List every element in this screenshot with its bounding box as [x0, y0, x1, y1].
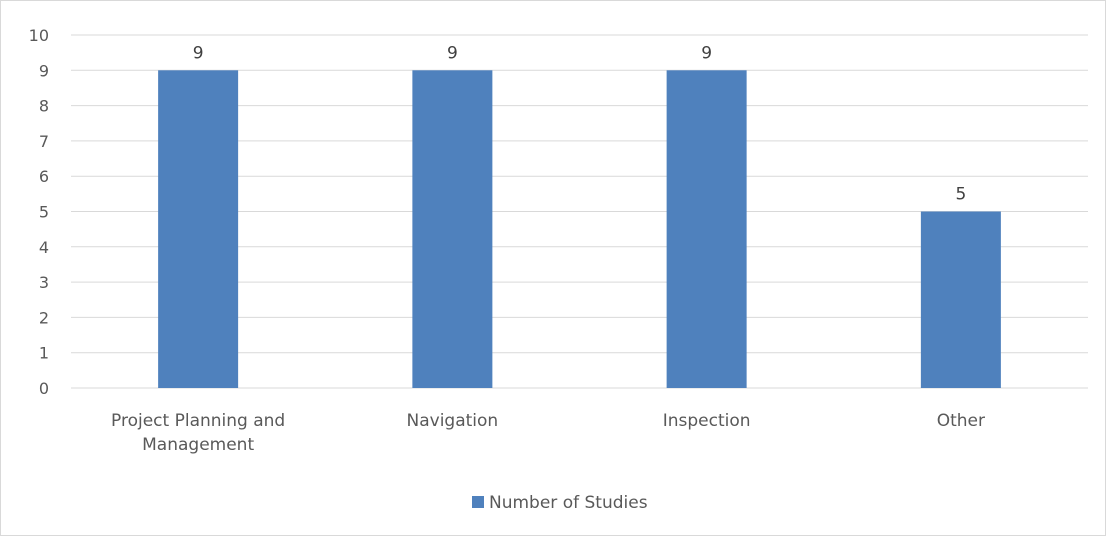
- y-axis-ticks: 0 1 2 3 4 5 6 7 8 9 10: [29, 26, 49, 398]
- bar: [920, 211, 1001, 388]
- y-tick-label: 8: [39, 97, 49, 116]
- y-tick-label: 2: [39, 308, 49, 327]
- y-tick-label: 3: [39, 273, 49, 292]
- legend-swatch: [472, 496, 484, 508]
- bar: [412, 70, 493, 389]
- data-label: 9: [193, 43, 204, 63]
- x-category-label: Other: [937, 411, 985, 431]
- data-label: 9: [447, 43, 458, 63]
- data-label: 9: [701, 43, 712, 63]
- y-tick-label: 0: [39, 379, 49, 398]
- y-tick-label: 5: [39, 203, 49, 222]
- legend: Number of Studies: [472, 493, 648, 513]
- bar: [158, 70, 239, 389]
- y-tick-label: 9: [39, 61, 49, 80]
- bar: [666, 70, 747, 389]
- y-tick-label: 1: [39, 344, 49, 363]
- data-label: 5: [955, 185, 966, 205]
- y-tick-label: 10: [29, 26, 49, 45]
- y-tick-label: 7: [39, 132, 49, 151]
- x-category-label: Inspection: [663, 411, 751, 431]
- bars: [158, 70, 1001, 389]
- y-tick-label: 4: [39, 238, 49, 257]
- x-category-label: Management: [142, 435, 254, 455]
- gridlines: [71, 34, 1088, 389]
- x-category-label: Navigation: [407, 411, 499, 431]
- x-axis-categories: Project Planning and Management Navigation…: [111, 411, 985, 455]
- data-labels: 9 9 9 5: [193, 43, 967, 204]
- x-category-label: Project Planning and: [111, 411, 285, 431]
- y-tick-label: 6: [39, 167, 49, 186]
- legend-label: Number of Studies: [489, 493, 648, 513]
